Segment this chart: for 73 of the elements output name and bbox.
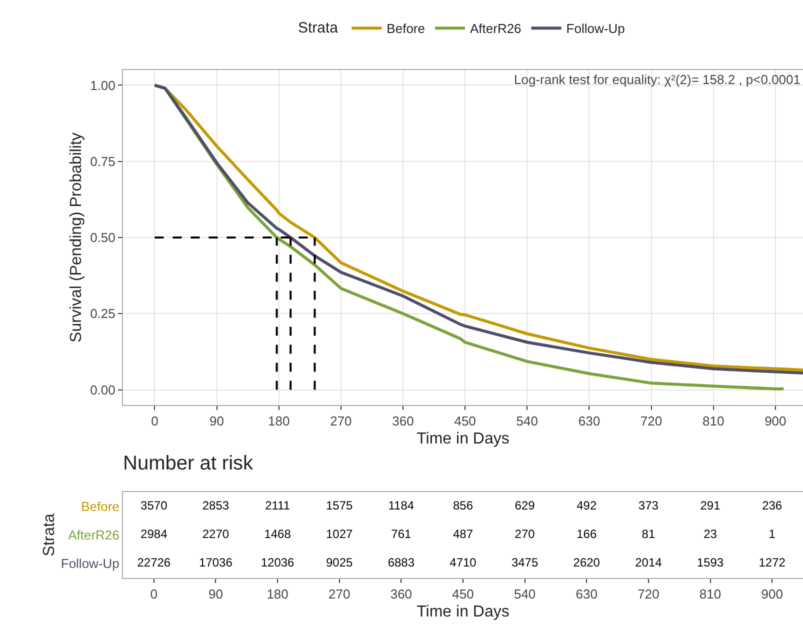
chart-title: Number at risk — [123, 452, 254, 474]
data-label: 1468 — [264, 527, 292, 541]
y-tick-label: Follow-Up — [60, 556, 120, 572]
x-tick-label: 630 — [576, 586, 598, 602]
data-label: 856 — [452, 498, 474, 512]
x-tick-label: 720 — [640, 414, 662, 429]
x-tick-label: 540 — [516, 414, 538, 429]
data-label: 373 — [638, 498, 659, 512]
data-label: 4710 — [450, 556, 477, 570]
x-tick-label: 90 — [210, 414, 224, 429]
data-label: 1184 — [388, 498, 414, 512]
data-label: 1027 — [326, 527, 354, 541]
y-axis-title: Strata — [40, 514, 58, 556]
legend-label: Before — [386, 21, 425, 36]
data-label: 761 — [391, 527, 412, 541]
x-axis-title: Time in Days — [416, 603, 510, 620]
x-tick-label: 90 — [208, 586, 223, 602]
data-label: 9025 — [326, 556, 354, 570]
data-label: 166 — [576, 527, 597, 541]
y-axis-title: Survival (Pending) Probability — [68, 132, 85, 342]
legend-label: AfterR26 — [470, 21, 522, 36]
y-tick-label: 0.25 — [90, 306, 116, 322]
data-label: 23 — [704, 527, 718, 541]
data-label: 6883 — [388, 556, 415, 570]
data-label: 629 — [514, 498, 536, 512]
data-label: 291 — [700, 498, 721, 512]
x-tick-label: 720 — [638, 586, 660, 602]
y-tick-label: 0.75 — [90, 154, 116, 169]
data-label: 1575 — [326, 498, 354, 512]
x-tick-label: 360 — [392, 414, 414, 429]
legend-title: Strata — [298, 20, 339, 37]
data-label: 236 — [762, 498, 782, 512]
x-tick-label: 180 — [266, 586, 288, 602]
data-label: 2270 — [202, 527, 230, 541]
data-label: 12036 — [260, 556, 295, 570]
data-label: 1593 — [696, 556, 724, 570]
legend-label: Follow-Up — [566, 21, 625, 36]
x-tick-label: 0 — [150, 586, 158, 602]
x-tick-label: 450 — [454, 414, 476, 429]
x-tick-label: 270 — [330, 414, 352, 429]
data-label: 81 — [642, 527, 656, 541]
y-tick-label: Before — [81, 498, 120, 514]
x-tick-label: 360 — [390, 586, 412, 602]
data-label: 2014 — [635, 556, 662, 570]
y-tick-label: AfterR26 — [68, 528, 120, 543]
data-label: 22726 — [137, 556, 171, 570]
data-label: 3475 — [511, 556, 538, 570]
data-label: 2853 — [202, 498, 230, 512]
x-tick-label: 630 — [578, 414, 600, 429]
data-label: 3570 — [140, 498, 168, 512]
x-tick-label: 540 — [514, 586, 536, 602]
x-tick-label: 810 — [699, 586, 722, 602]
x-tick-label: 810 — [702, 414, 724, 429]
y-tick-label: 1.00 — [90, 78, 116, 93]
data-label: 2620 — [573, 556, 600, 570]
data-label: 2984 — [140, 527, 168, 541]
x-tick-label: 900 — [761, 586, 783, 602]
y-tick-label: 0.00 — [90, 382, 116, 398]
annotation: Log-rank test for equality: χ²(2)= 158.2 , p<0.0001 — [514, 72, 800, 87]
data-label: 1 — [768, 527, 776, 541]
data-label: 487 — [452, 527, 474, 541]
data-label: 1272 — [758, 556, 786, 570]
data-label: 17036 — [199, 556, 233, 570]
x-tick-label: 450 — [452, 586, 474, 602]
data-label: 492 — [576, 498, 597, 512]
data-label: 2111 — [265, 498, 290, 512]
x-tick-label: 900 — [764, 414, 786, 429]
x-tick-label: 0 — [151, 414, 158, 429]
x-tick-label: 270 — [328, 586, 350, 602]
x-axis-title: Time in Days — [416, 430, 510, 448]
data-label: 270 — [514, 527, 536, 541]
y-tick-label: 0.50 — [90, 230, 116, 246]
x-tick-label: 180 — [268, 414, 290, 429]
